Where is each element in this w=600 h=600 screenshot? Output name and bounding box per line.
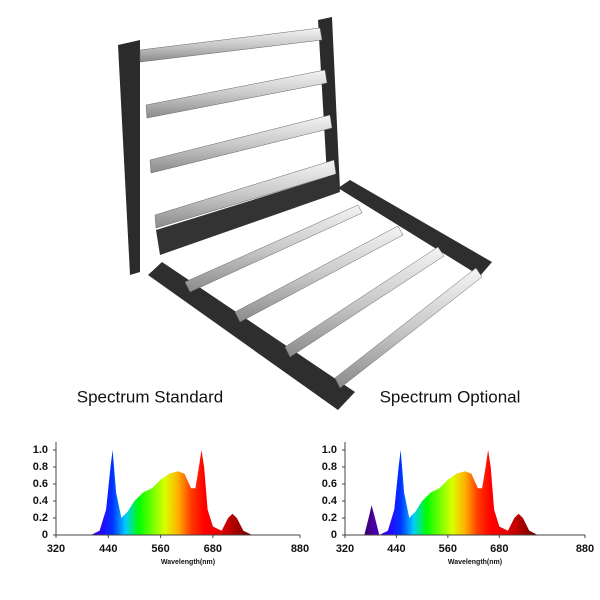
y-tick-label: 0.8 (33, 461, 48, 473)
x-tick-label: 880 (576, 543, 594, 555)
x-tick-label: 320 (47, 543, 65, 555)
x-tick-label: 680 (204, 543, 222, 555)
chart-title: Spectrum Optional (380, 387, 521, 406)
spectrum-area (364, 450, 538, 535)
y-tick-label: 0.2 (322, 512, 337, 524)
x-axis-label: Wavelength(nm) (448, 559, 502, 566)
product-image (118, 17, 492, 410)
spectrum-area (90, 450, 253, 535)
x-tick-label: 560 (439, 543, 457, 555)
y-tick-label: 0.4 (33, 495, 49, 507)
y-tick-label: 1.0 (322, 444, 337, 456)
chart-title: Spectrum Standard (77, 387, 223, 406)
y-tick-label: 0.4 (322, 495, 338, 507)
x-axis-label: Wavelength(nm) (161, 559, 215, 566)
y-tick-label: 1.0 (33, 444, 48, 456)
y-tick-label: 0.6 (33, 478, 48, 490)
x-tick-label: 440 (387, 543, 405, 555)
y-tick-label: 0.2 (33, 512, 48, 524)
x-tick-label: 680 (490, 543, 508, 555)
y-tick-label: 0.6 (322, 478, 337, 490)
y-tick-label: 0 (331, 529, 337, 541)
x-tick-label: 880 (291, 543, 309, 555)
y-tick-label: 0.8 (322, 461, 337, 473)
y-tick-label: 0 (42, 529, 48, 541)
x-tick-label: 440 (99, 543, 117, 555)
x-tick-label: 320 (336, 543, 354, 555)
x-tick-label: 560 (151, 543, 169, 555)
